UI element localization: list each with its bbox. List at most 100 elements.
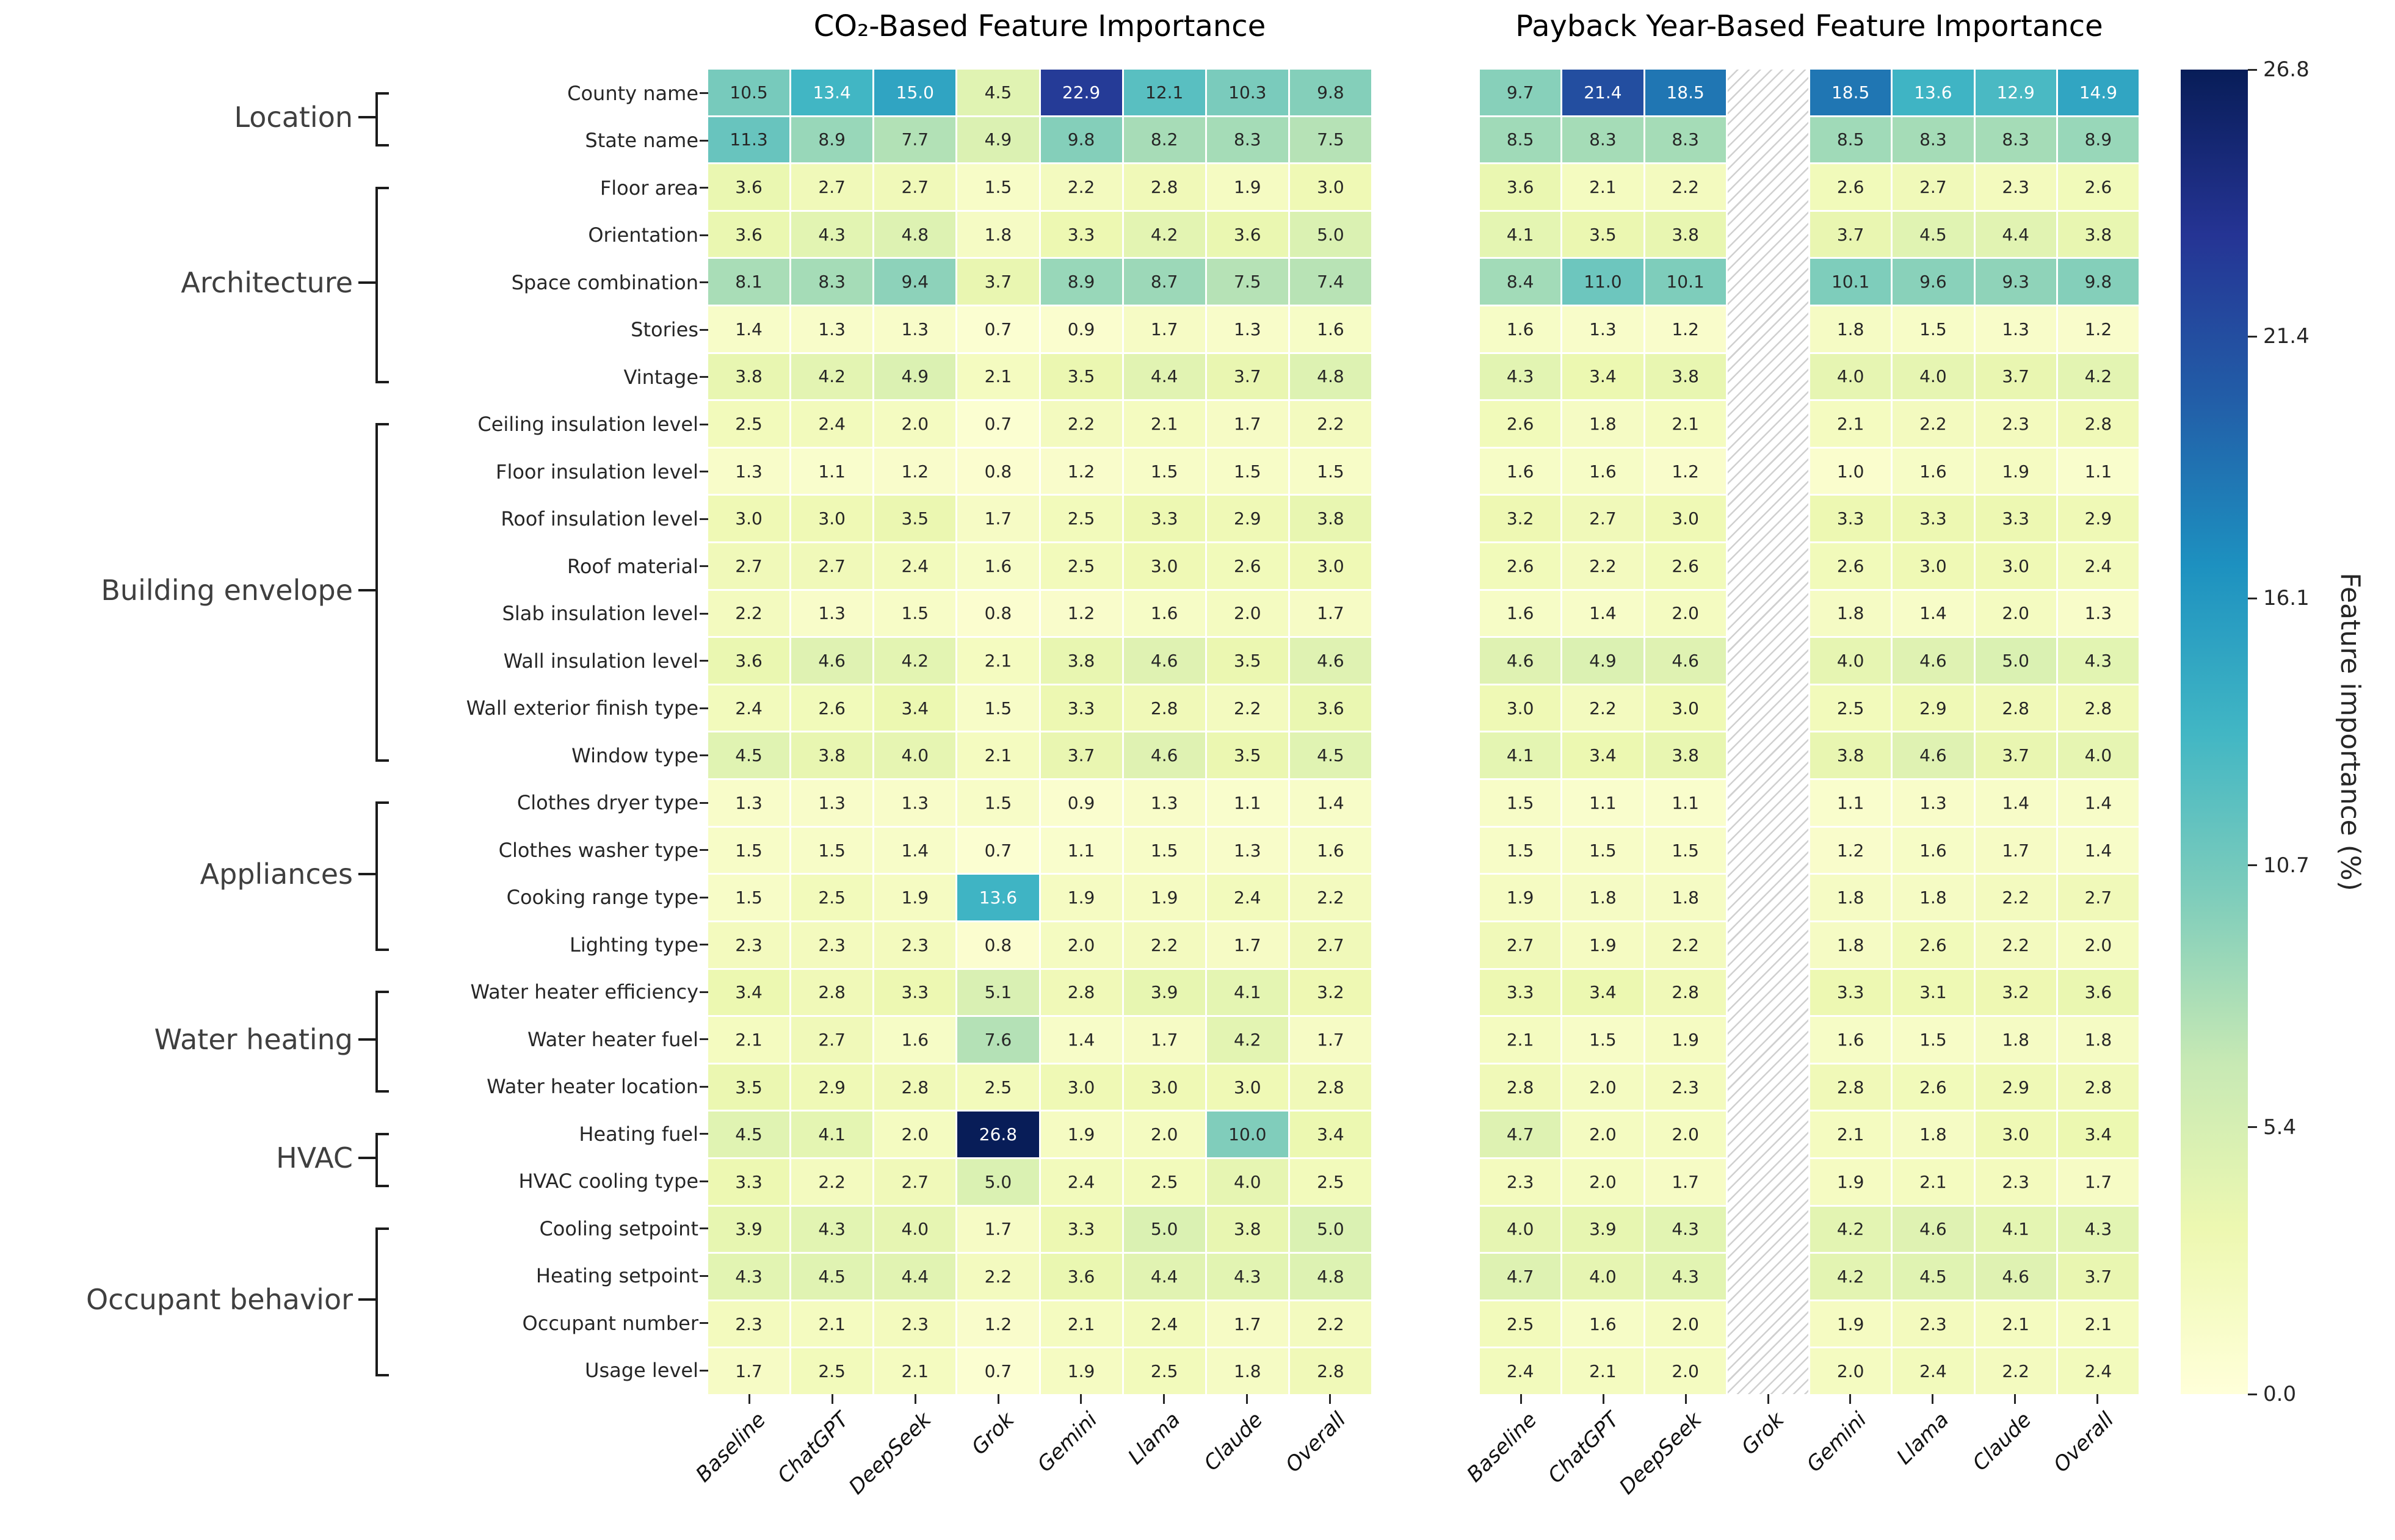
- heatmap-cell: 5.0: [1123, 1206, 1205, 1253]
- heatmap-cell: 1.7: [1206, 922, 1288, 968]
- group-bracket-connector: [358, 872, 375, 875]
- heatmap-cell: 2.0: [1040, 922, 1122, 968]
- heatmap-cell: 2.3: [1893, 1301, 1974, 1347]
- heatmap-cell: 2.1: [791, 1301, 873, 1347]
- heatmap-cell: 21.4: [1562, 70, 1643, 115]
- heatmap-cell: 2.7: [1289, 922, 1371, 968]
- heatmap-cell: 3.6: [1040, 1254, 1122, 1300]
- heatmap-cell: 2.6: [2057, 164, 2139, 210]
- y-axis-tick: [700, 376, 708, 378]
- heatmap-cell: 2.9: [2057, 496, 2139, 542]
- heatmap-cell: 4.3: [1645, 1254, 1726, 1300]
- colorbar-tick: [2248, 68, 2257, 71]
- heatmap-cell: 2.2: [1893, 401, 1974, 447]
- heatmap-cell: 10.1: [1810, 259, 1891, 305]
- y-axis-tick: [700, 139, 708, 142]
- heatmap-cell: 8.5: [1480, 117, 1561, 163]
- heatmap-cell: 2.0: [1645, 590, 1726, 637]
- heatmap-cell: 1.9: [1040, 875, 1122, 920]
- heatmap-cell: 2.0: [1645, 1348, 1726, 1394]
- row-label: Space combination: [511, 270, 698, 294]
- heatmap-cell: 1.8: [1562, 875, 1643, 920]
- heatmap-cell: 1.6: [1893, 448, 1974, 494]
- heatmap-cell: 1.1: [1040, 827, 1122, 873]
- heatmap-cell: 3.6: [708, 164, 790, 210]
- heatmap-cell: 1.2: [1810, 827, 1891, 873]
- heatmap-cell: 2.8: [1123, 685, 1205, 731]
- heatmap-cell: 2.8: [2057, 401, 2139, 447]
- heatmap-cell: 2.1: [1123, 401, 1205, 447]
- heatmap-cell: 1.8: [1810, 306, 1891, 352]
- heatmap-cell: 8.2: [1123, 117, 1205, 163]
- heatmap-cell: 1.4: [1040, 1017, 1122, 1063]
- heatmap-cell: 1.4: [1289, 780, 1371, 826]
- heatmap-cell: 18.5: [1810, 70, 1891, 115]
- heatmap-cell: 4.2: [791, 353, 873, 400]
- heatmap-cell: 3.7: [2057, 1254, 2139, 1300]
- heatmap-cell: 1.6: [1289, 827, 1371, 873]
- colorbar-label: Feature importance (%): [2335, 573, 2366, 891]
- heatmap-cell: 14.9: [2057, 70, 2139, 115]
- heatmap-cell: 2.6: [1893, 1064, 1974, 1110]
- heatmap-cell: 1.7: [957, 496, 1039, 542]
- y-axis-tick: [700, 1085, 708, 1088]
- heatmap-cell: 1.2: [1645, 448, 1726, 494]
- heatmap-cell: 8.5: [1810, 117, 1891, 163]
- heatmap-cell: 1.5: [1480, 827, 1561, 873]
- heatmap-cell: 2.5: [791, 875, 873, 920]
- heatmap-cell: 2.3: [1975, 164, 2056, 210]
- heatmap-cell: 3.5: [1206, 638, 1288, 684]
- y-axis-tick: [700, 612, 708, 615]
- y-axis-tick: [700, 1180, 708, 1182]
- heatmap-cell: 18.5: [1645, 70, 1726, 115]
- heatmap-cell: 4.5: [708, 732, 790, 779]
- heatmap-cell: 0.7: [957, 1348, 1039, 1394]
- y-axis-tick: [700, 896, 708, 898]
- heatmap-cell: 2.6: [791, 685, 873, 731]
- colorbar-tick: [2248, 864, 2257, 867]
- heatmap-cell: 3.8: [1040, 638, 1122, 684]
- heatmap-cell: 2.0: [1123, 1112, 1205, 1157]
- heatmap-cell: 2.3: [1975, 1159, 2056, 1205]
- heatmap-cell: 2.2: [1040, 401, 1122, 447]
- heatmap-cell: 3.8: [1645, 353, 1726, 400]
- heatmap-cell: 1.4: [2057, 780, 2139, 826]
- row-label: Lighting type: [570, 933, 698, 956]
- heatmap-cell: 1.1: [2057, 448, 2139, 494]
- heatmap-cell: 2.0: [1645, 1301, 1726, 1347]
- heatmap-cell: 8.4: [1480, 259, 1561, 305]
- heatmap-cell: 4.4: [1123, 1254, 1205, 1300]
- heatmap-cell: 5.1: [957, 969, 1039, 1016]
- heatmap-cell: 4.5: [1893, 1254, 1974, 1300]
- heatmap-cell: 1.9: [1645, 1017, 1726, 1063]
- heatmap-cell: 2.4: [1893, 1348, 1974, 1394]
- heatmap-cell: 1.1: [1810, 780, 1891, 826]
- heatmap-cell: 2.7: [874, 164, 956, 210]
- heatmap-cell: 1.2: [1645, 306, 1726, 352]
- row-label: Stories: [631, 318, 698, 342]
- heatmap-cell: 1.6: [1562, 448, 1643, 494]
- colorbar-tick-label: 5.4: [2263, 1115, 2297, 1140]
- heatmap-cell: 3.0: [1975, 543, 2056, 589]
- heatmap-cell: 1.1: [1206, 780, 1288, 826]
- x-axis-tick: [1767, 1394, 1769, 1404]
- heatmap-cell: 4.0: [874, 732, 956, 779]
- heatmap-cell: 3.8: [2057, 211, 2139, 258]
- heatmap-cell: 1.3: [1206, 827, 1288, 873]
- heatmap-cell: 2.2: [957, 1254, 1039, 1300]
- heatmap-cell: 4.4: [874, 1254, 956, 1300]
- heatmap-cell: 1.3: [708, 780, 790, 826]
- heatmap-cell: 8.7: [1123, 259, 1205, 305]
- heatmap-cell: 3.8: [791, 732, 873, 779]
- row-label: Wall exterior finish type: [466, 696, 698, 720]
- heatmap-cell: 1.5: [1206, 448, 1288, 494]
- x-axis-tick: [1080, 1394, 1082, 1404]
- heatmap-cell: 3.6: [708, 211, 790, 258]
- heatmap-cell: 2.1: [957, 732, 1039, 779]
- heatmap-cell: 2.6: [1206, 543, 1288, 589]
- heatmap-cell: 2.8: [2057, 685, 2139, 731]
- heatmap-cell: 3.0: [708, 496, 790, 542]
- group-bracket-connector: [358, 1156, 375, 1159]
- heatmap-cell: 1.7: [1206, 401, 1288, 447]
- row-label: Clothes washer type: [498, 838, 698, 862]
